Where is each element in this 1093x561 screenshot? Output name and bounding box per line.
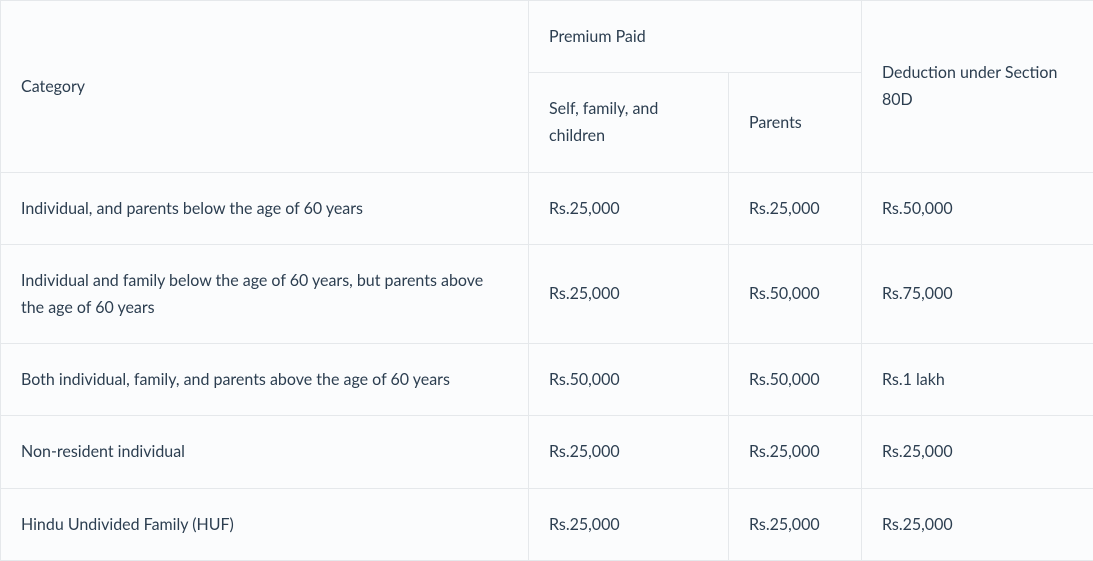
table-row: Individual and family below the age of 6… [1,244,1093,343]
cell-parents: Rs.25,000 [729,488,862,560]
cell-self: Rs.25,000 [529,416,729,488]
header-category: Category [1,1,529,173]
cell-parents: Rs.50,000 [729,244,862,343]
subheader-parents: Parents [729,73,862,172]
table-header-row: Category Premium Paid Deduction under Se… [1,1,1093,73]
cell-deduction: Rs.25,000 [862,416,1093,488]
cell-category: Both individual, family, and parents abo… [1,344,529,416]
subheader-self: Self, family, and children [529,73,729,172]
cell-deduction: Rs.50,000 [862,172,1093,244]
table-row: Individual, and parents below the age of… [1,172,1093,244]
header-premium-paid: Premium Paid [529,1,862,73]
cell-parents: Rs.25,000 [729,172,862,244]
cell-parents: Rs.25,000 [729,416,862,488]
cell-self: Rs.25,000 [529,244,729,343]
cell-deduction: Rs.1 lakh [862,344,1093,416]
deduction-table: Category Premium Paid Deduction under Se… [0,0,1093,561]
table-row: Non-resident individual Rs.25,000 Rs.25,… [1,416,1093,488]
header-deduction: Deduction under Section 80D [862,1,1093,173]
cell-category: Individual and family below the age of 6… [1,244,529,343]
cell-deduction: Rs.25,000 [862,488,1093,560]
cell-self: Rs.25,000 [529,172,729,244]
cell-category: Individual, and parents below the age of… [1,172,529,244]
cell-self: Rs.25,000 [529,488,729,560]
cell-category: Hindu Undivided Family (HUF) [1,488,529,560]
cell-parents: Rs.50,000 [729,344,862,416]
table-row: Hindu Undivided Family (HUF) Rs.25,000 R… [1,488,1093,560]
cell-deduction: Rs.75,000 [862,244,1093,343]
cell-category: Non-resident individual [1,416,529,488]
table-row: Both individual, family, and parents abo… [1,344,1093,416]
cell-self: Rs.50,000 [529,344,729,416]
